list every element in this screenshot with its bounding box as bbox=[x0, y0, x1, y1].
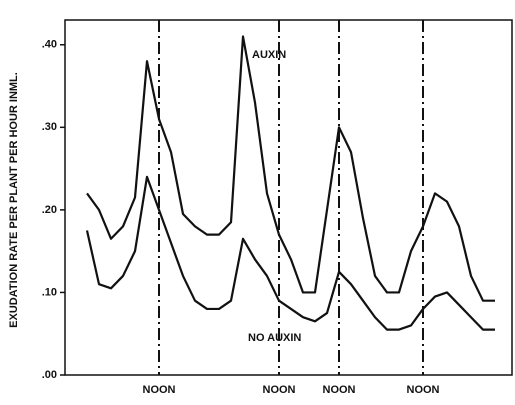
x-tick-label: NOON bbox=[407, 384, 440, 396]
series-line bbox=[86, 35, 495, 302]
y-tick-label: .10 bbox=[42, 286, 57, 298]
series-label: AUXIN bbox=[252, 49, 286, 61]
y-tick-label: .30 bbox=[42, 121, 57, 133]
plot-frame bbox=[64, 19, 513, 376]
y-tick-label: .20 bbox=[42, 204, 57, 216]
x-tick-label: NOON bbox=[263, 384, 296, 396]
y-axis-label: EXUDATION RATE PER PLANT PER HOUR INML. bbox=[8, 72, 20, 328]
x-tick-label: NOON bbox=[143, 384, 176, 396]
y-tick-label: .00 bbox=[42, 369, 57, 381]
series-label: NO AUXIN bbox=[248, 332, 301, 344]
x-tick-label: NOON bbox=[323, 384, 356, 396]
series-line bbox=[85, 175, 495, 331]
y-tick-label: .40 bbox=[42, 39, 57, 51]
